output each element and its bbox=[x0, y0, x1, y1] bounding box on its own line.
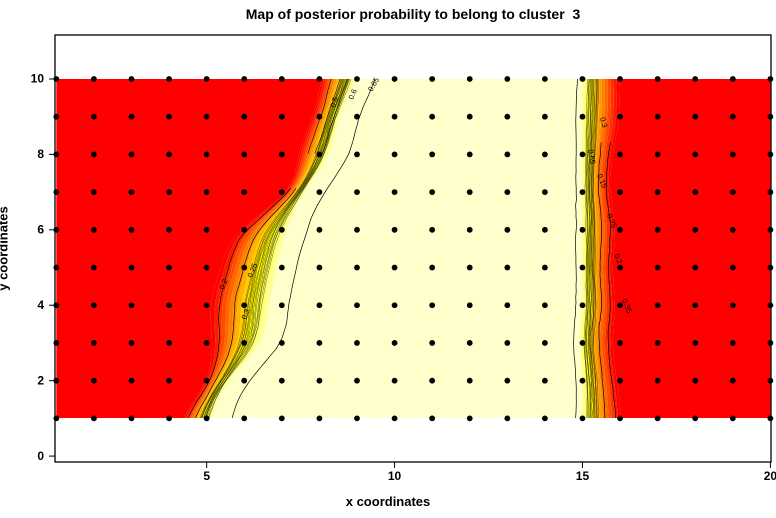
svg-text:20: 20 bbox=[764, 469, 776, 483]
svg-text:6: 6 bbox=[37, 223, 44, 237]
svg-text:10: 10 bbox=[31, 72, 45, 86]
svg-text:4: 4 bbox=[37, 298, 44, 312]
svg-text:8: 8 bbox=[37, 147, 44, 161]
svg-text:5: 5 bbox=[203, 469, 210, 483]
svg-text:10: 10 bbox=[388, 469, 402, 483]
svg-text:2: 2 bbox=[37, 373, 44, 387]
svg-text:0: 0 bbox=[37, 449, 44, 463]
svg-text:15: 15 bbox=[576, 469, 590, 483]
